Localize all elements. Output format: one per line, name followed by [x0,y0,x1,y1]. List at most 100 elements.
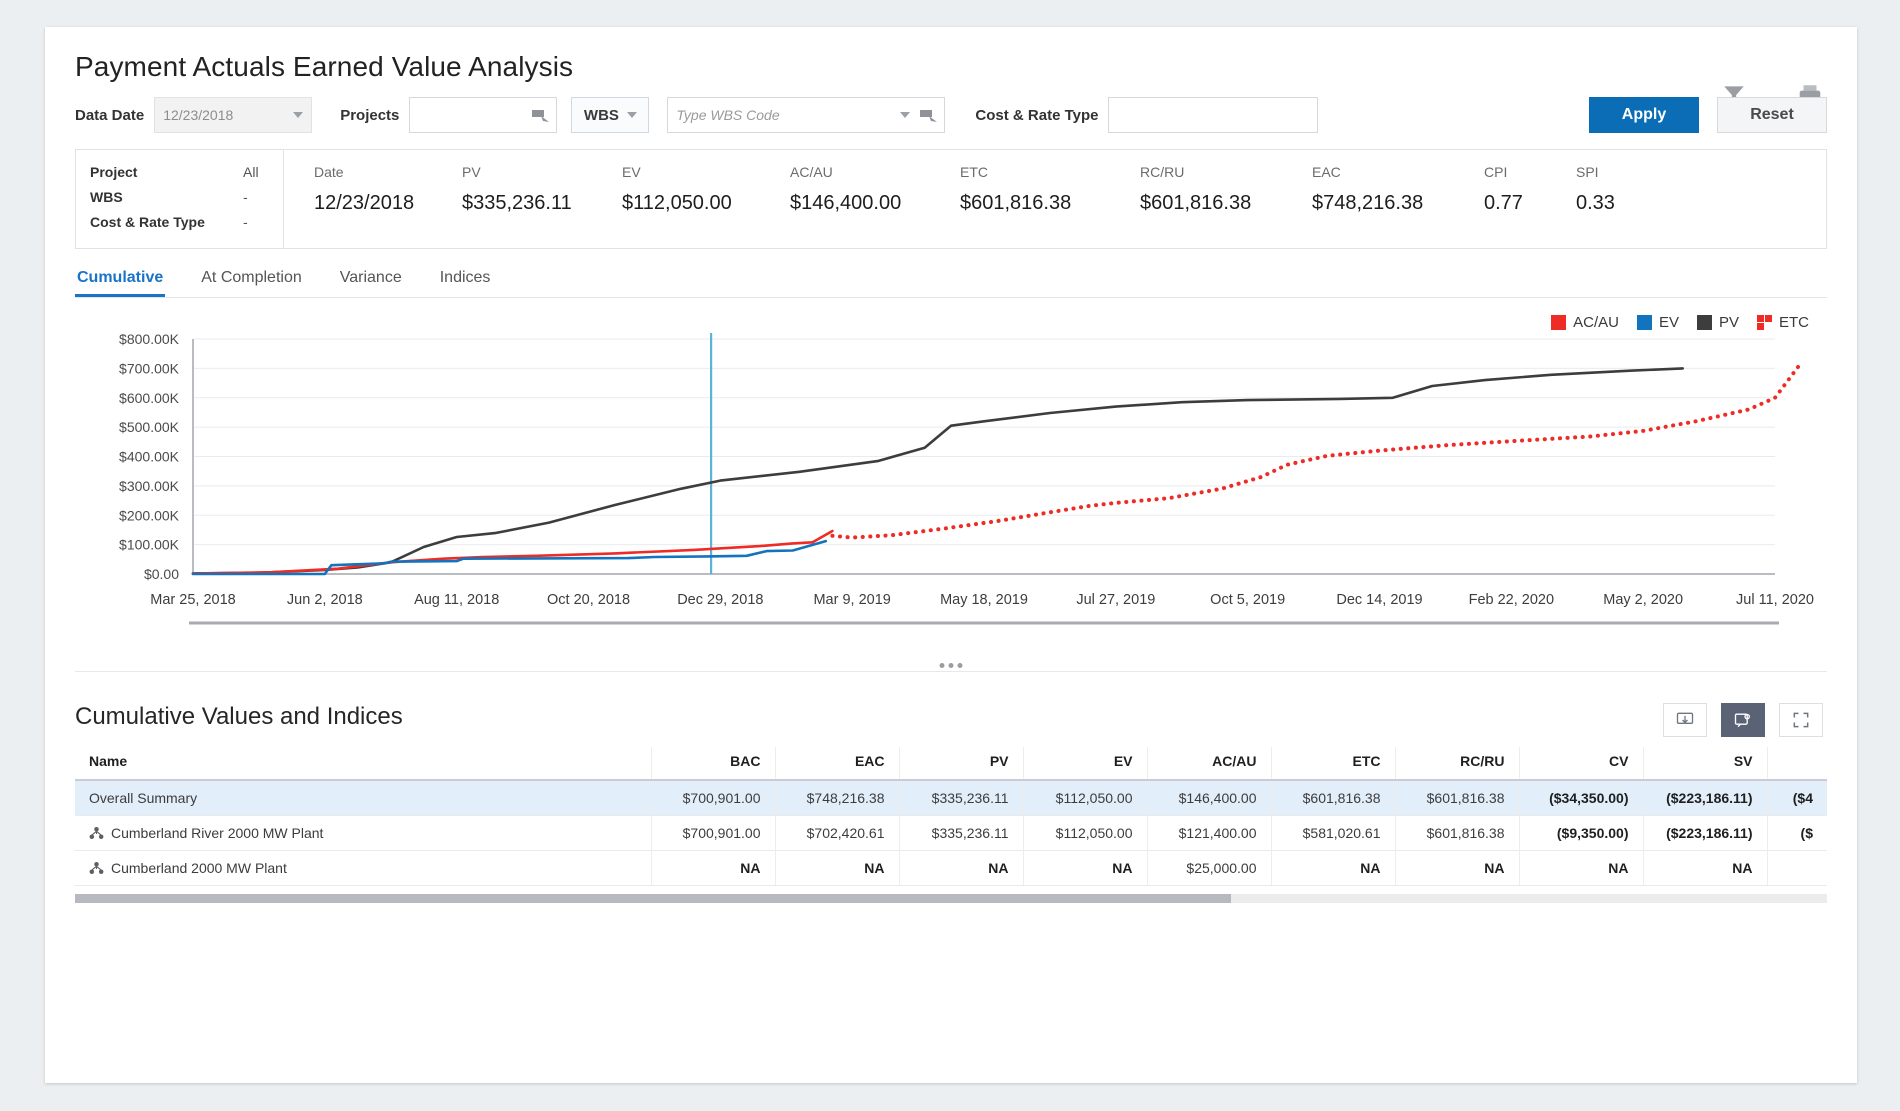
wbs-code-input[interactable]: Type WBS Code [667,97,946,133]
reset-button[interactable]: Reset [1717,97,1827,133]
tab-variance[interactable]: Variance [339,269,402,286]
column-header-rc-ru[interactable]: RC/RU [1394,747,1519,781]
cell-name: Cumberland River 2000 MW Plant [75,815,651,851]
wbs-node-icon [89,862,104,874]
legend-swatch-icon [1551,315,1567,330]
table-header-row: Name BAC EAC PV EV AC/AU ETC RC/RU CV SV [75,747,1827,781]
legend-label: ETC [1779,314,1809,331]
legend-swatch-icon [1757,315,1772,330]
y-axis-tick-label: $100.00K [119,537,180,553]
object-picker-icon[interactable] [530,107,550,123]
cumulative-values-panel: Cumulative Values and Indices [75,697,1827,903]
metric-label: SPI [1576,164,1599,180]
metric-label: ETC [960,164,988,180]
metric-value: 0.33 [1576,192,1615,214]
summary-metrics: Date 12/23/2018 PV $335,236.11 EV $112,050.00… [284,150,1826,248]
summary-context-row: WBS - [90,189,269,205]
apply-button[interactable]: Apply [1589,97,1699,133]
cell-pv: $335,236.11 [898,780,1023,816]
summary-context-value: All [243,164,259,180]
legend-label: AC/AU [1573,314,1619,331]
legend-item-etc[interactable]: ETC [1757,314,1809,331]
x-axis-tick-label: Dec 29, 2018 [677,592,763,608]
panel-title: Cumulative Values and Indices [75,703,403,730]
metric-value: 0.77 [1484,192,1523,214]
x-axis-tick-label: Jun 2, 2018 [287,592,363,608]
report-page: Payment Actuals Earned Value Analysis Da… [45,27,1857,1083]
summary-metric-eac: EAC $748,216.38 [1312,164,1484,248]
chevron-down-icon[interactable] [900,112,911,118]
column-header-ev[interactable]: EV [1022,747,1147,781]
summary-context-row: Cost & Rate Type - [90,214,269,230]
data-date-input[interactable]: 12/23/2018 [154,97,313,133]
summary-context-row: Project All [90,164,269,180]
column-header-name[interactable]: Name [75,747,651,781]
data-date-value: 12/23/2018 [163,107,234,123]
table-row[interactable]: Overall Summary $700,901.00 $748,216.38 $33… [75,780,1827,816]
wbs-dropdown-button[interactable]: WBS [571,97,650,133]
cell-ac-au: $121,400.00 [1146,815,1271,851]
chart-legend: AC/AU EV PV ETC [45,298,1857,331]
legend-item-ac-au[interactable]: AC/AU [1551,314,1619,331]
cell-eac: $748,216.38 [774,780,899,816]
summary-metric-ev: EV $112,050.00 [622,164,790,248]
export-icon[interactable] [1663,703,1707,737]
legend-item-ev[interactable]: EV [1636,314,1679,331]
cell-extra [1766,850,1827,886]
cell-extra: ($ [1766,815,1827,851]
metric-label: EAC [1312,164,1341,180]
x-axis-tick-label: Jul 11, 2020 [1736,592,1814,608]
x-axis-tick-label: Oct 5, 2019 [1210,592,1285,608]
summary-metric-ac-au: AC/AU $146,400.00 [790,164,960,248]
expand-icon[interactable] [1779,703,1823,737]
summary-context-value: - [243,214,248,230]
metric-value: $146,400.00 [790,192,902,214]
cell-eac: $702,420.61 [774,815,899,851]
summary-context-label: WBS [90,189,123,205]
column-header-eac[interactable]: EAC [774,747,899,781]
cell-ev: $112,050.00 [1022,815,1147,851]
filter-icon[interactable] [1721,82,1747,108]
x-axis-tick-label: Jul 27, 2019 [1076,592,1155,608]
chevron-down-icon [626,112,637,118]
column-header-etc[interactable]: ETC [1270,747,1395,781]
tab-at-completion[interactable]: At Completion [201,269,302,286]
table-horizontal-scrollbar[interactable] [75,894,1827,903]
tab-cumulative[interactable]: Cumulative [75,265,165,297]
tab-indices[interactable]: Indices [439,269,491,286]
column-header-sv[interactable]: SV [1642,747,1767,781]
object-picker-icon[interactable] [918,107,938,123]
column-header-ac-au[interactable]: AC/AU [1146,747,1271,781]
metric-label: AC/AU [790,164,833,180]
configure-columns-icon[interactable] [1721,703,1765,737]
metric-value: $335,236.11 [462,192,572,214]
cell-ac-au: $146,400.00 [1146,780,1271,816]
series-line-pv [191,367,1684,575]
metric-value: 12/23/2018 [314,192,415,214]
projects-input[interactable] [409,97,558,133]
x-axis-tick-label: Aug 11, 2018 [414,592,499,608]
values-table: Name BAC EAC PV EV AC/AU ETC RC/RU CV SV Overall … [75,747,1827,886]
column-header-cv[interactable]: CV [1518,747,1643,781]
column-header-bac[interactable]: BAC [650,747,775,781]
legend-label: EV [1658,314,1679,331]
y-axis-tick-label: $300.00K [119,478,180,494]
table-row[interactable]: Cumberland River 2000 MW Plant $700,901.0… [75,815,1827,851]
legend-item-pv[interactable]: PV [1696,314,1739,331]
cell-cv: ($34,350.00) [1518,780,1643,816]
series-line-ev [191,539,828,576]
cell-name: Overall Summary [75,780,651,816]
y-axis-tick-label: $0.00 [144,566,179,582]
column-header-blank[interactable] [1766,747,1827,781]
cell-sv: ($223,186.11) [1642,780,1767,816]
legend-swatch-icon [1636,315,1652,330]
table-row[interactable]: Cumberland 2000 MW Plant NA NA NA NA $25,000.… [75,850,1827,886]
cost-rate-type-input[interactable] [1108,97,1319,133]
chart-tabs: Cumulative At Completion Variance Indices [75,265,1827,298]
panel-splitter[interactable] [75,663,1827,693]
splitter-handle-icon[interactable] [931,663,971,668]
cell-pv: NA [898,850,1023,886]
wbs-code-placeholder: Type WBS Code [676,107,780,123]
column-header-pv[interactable]: PV [898,747,1023,781]
cell-eac: NA [774,850,899,886]
